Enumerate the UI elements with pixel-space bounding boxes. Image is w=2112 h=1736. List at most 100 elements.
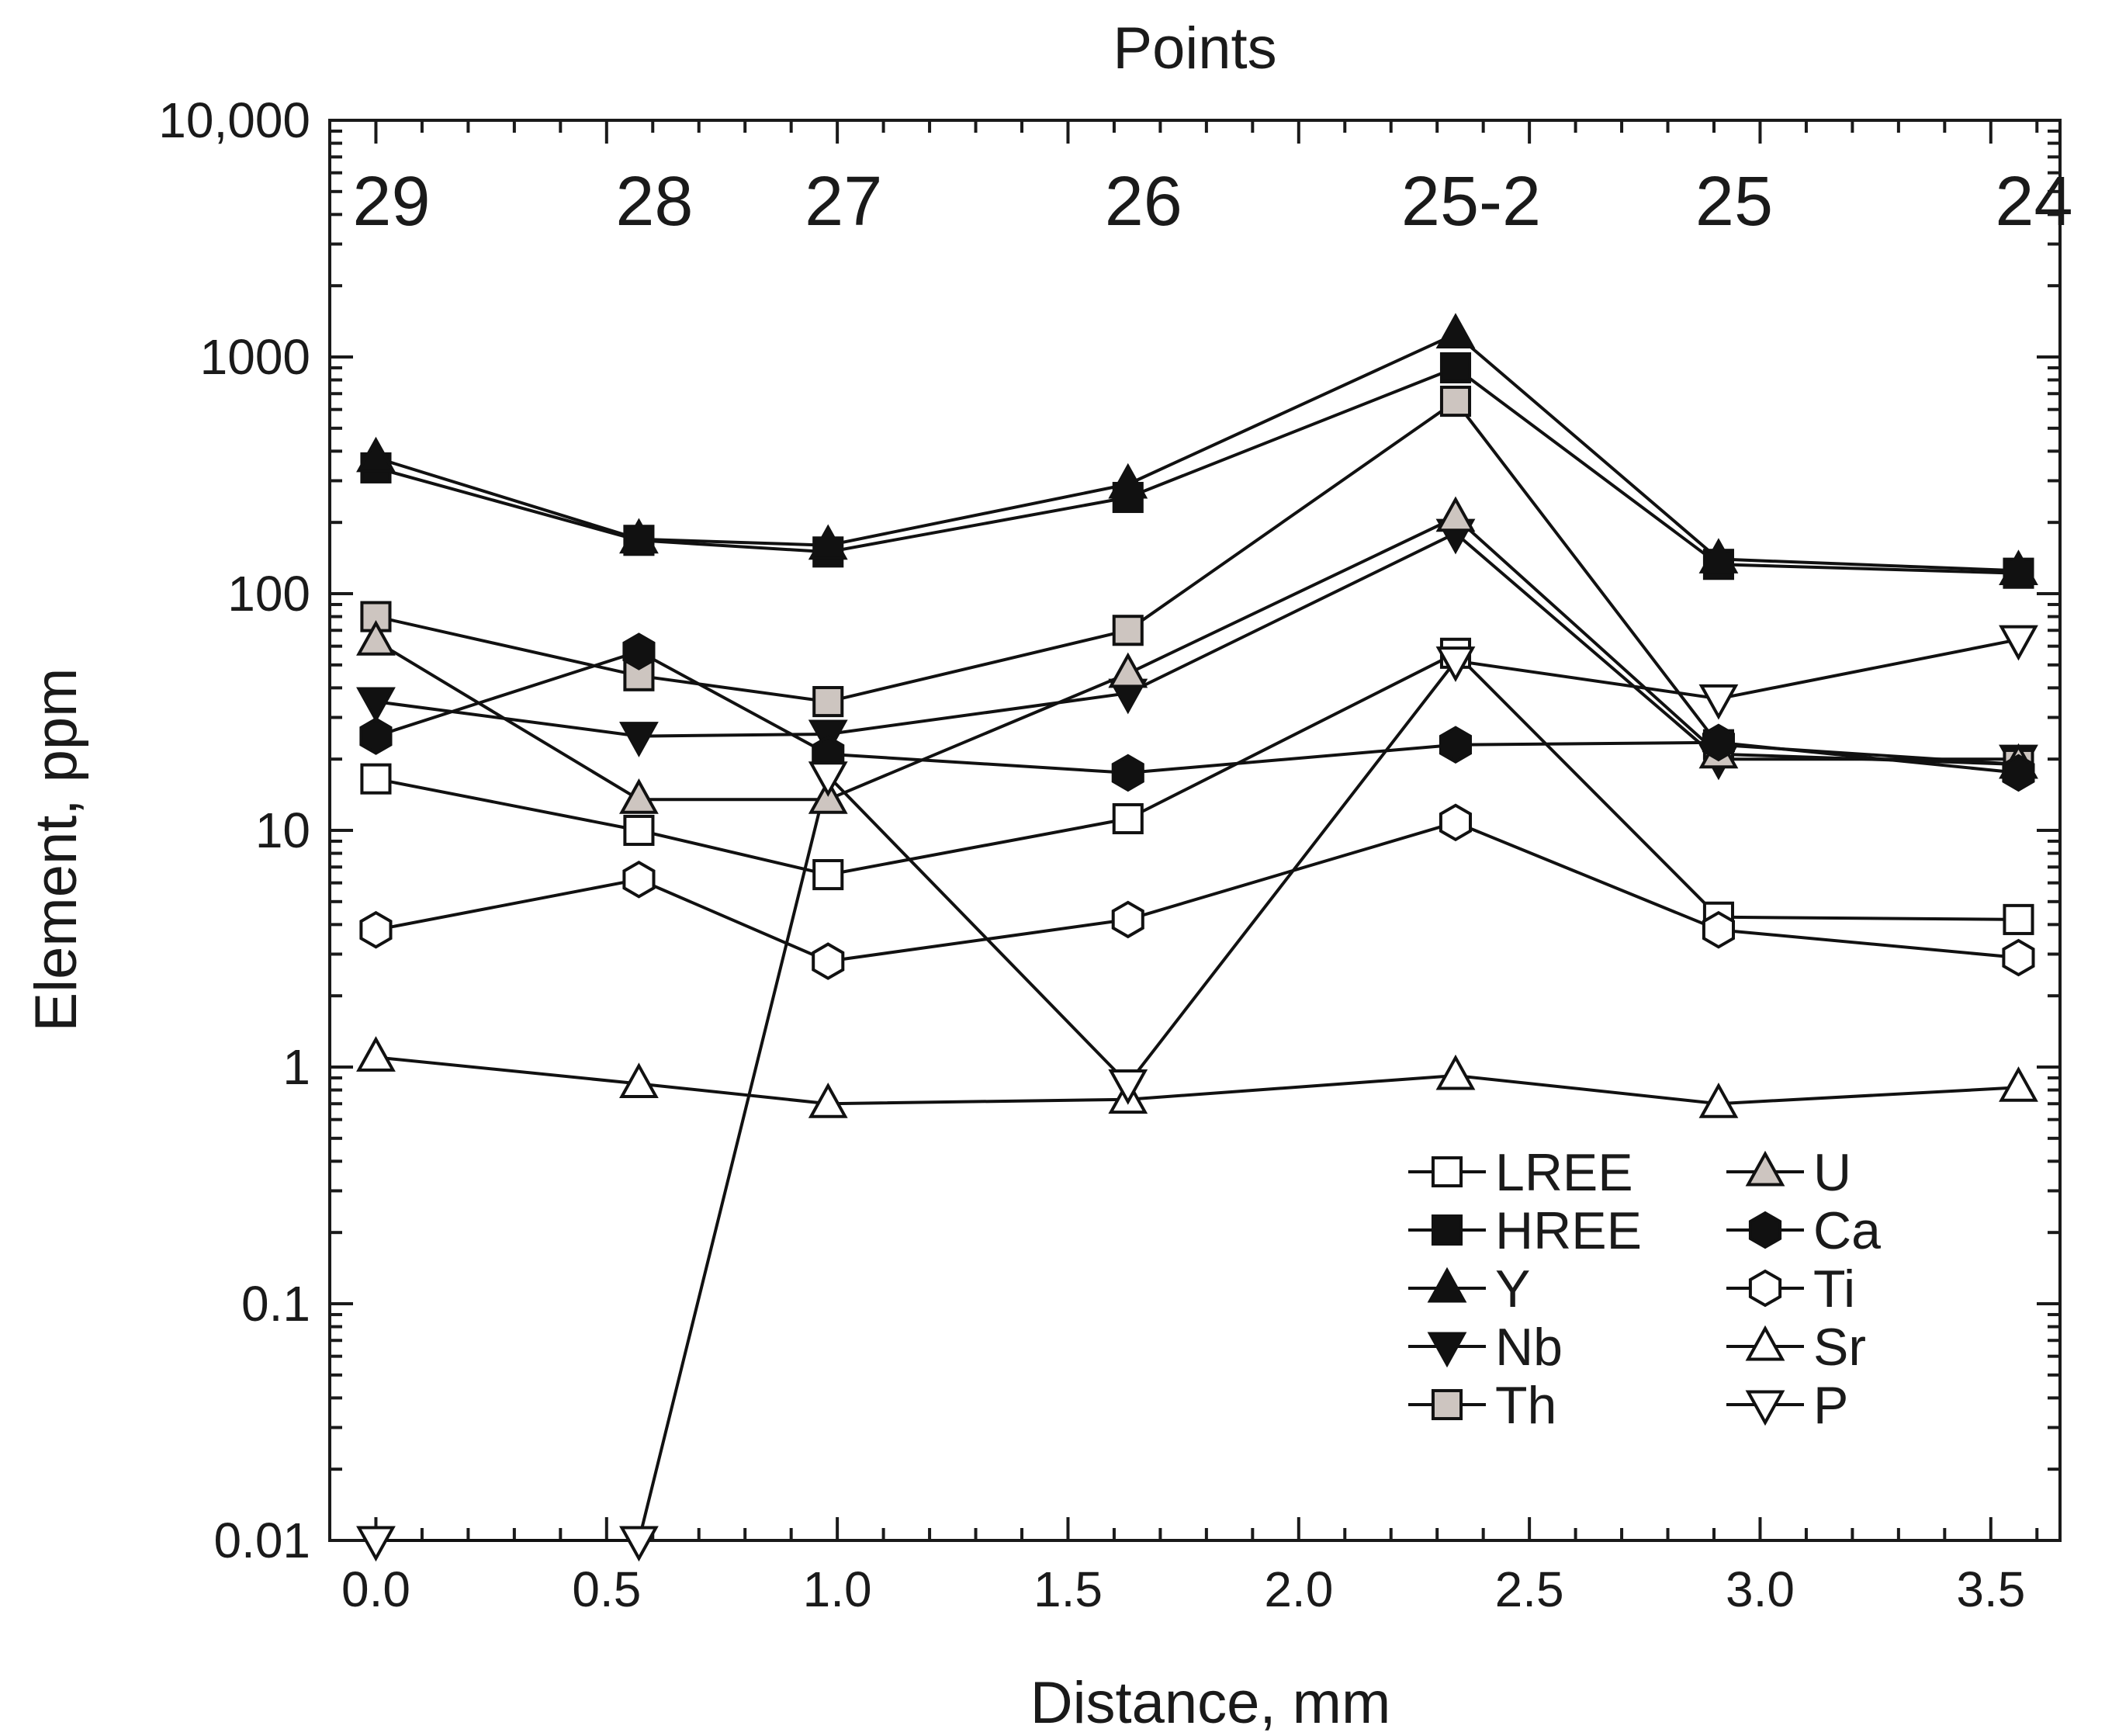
data-point-hree <box>1439 352 1472 383</box>
x-tick-label: 0.0 <box>341 1561 410 1617</box>
x-tick-label: 3.0 <box>1726 1561 1795 1617</box>
x-tick-label: 0.5 <box>572 1561 641 1617</box>
x-axis-ticks: 0.0 0.5 1.0 1.5 2.0 2.5 3.0 3.5 <box>328 120 2039 1617</box>
data-point-lree <box>1112 802 1144 835</box>
point-labels: 29 28 27 26 25-2 25 24 <box>352 163 2072 241</box>
data-point-ti <box>2002 938 2035 977</box>
data-point-sr <box>1435 1054 1476 1090</box>
legend-label-hree: HREE <box>1495 1201 1642 1260</box>
data-point-ca <box>1439 726 1472 764</box>
y-tick-label: 0.01 <box>213 1513 310 1568</box>
data-point-ti <box>1111 900 1144 939</box>
data-point-y <box>1999 549 2038 585</box>
legend-marker-ti <box>1748 1269 1782 1308</box>
data-point-p <box>808 761 848 797</box>
data-point-y <box>1108 463 1148 499</box>
data-point-ca <box>1702 723 1735 762</box>
data-point-ti <box>1702 910 1735 949</box>
data-point-p <box>1999 625 2038 661</box>
legend-label-th: Th <box>1495 1376 1556 1435</box>
data-point-ca <box>2002 754 2035 792</box>
data-point-p <box>1435 646 1476 682</box>
point-label-25: 25 <box>1695 163 1773 241</box>
point-label-26: 26 <box>1105 163 1182 241</box>
y-axis-ticks: 0.01 0.1 1 10 100 1000 10,000 <box>158 92 2060 1568</box>
data-point-p <box>1108 1069 1148 1105</box>
data-point-p <box>619 1526 659 1562</box>
legend-marker-lree <box>1431 1156 1463 1188</box>
data-point-th <box>812 686 844 718</box>
data-point-nb <box>356 687 396 723</box>
series-markers <box>356 313 2038 1562</box>
data-point-sr <box>1999 1066 2038 1102</box>
legend-marker-sr <box>1745 1325 1785 1361</box>
data-point-y <box>619 518 659 554</box>
data-point-u <box>1435 496 1476 532</box>
data-point-lree <box>623 814 655 847</box>
data-point-sr <box>808 1083 848 1118</box>
data-point-sr <box>1698 1083 1739 1118</box>
data-point-u <box>808 778 848 814</box>
point-label-25-2: 25-2 <box>1401 163 1541 241</box>
x-tick-label: 2.0 <box>1264 1561 1333 1617</box>
legend-label-u: U <box>1813 1143 1851 1202</box>
data-point-lree <box>360 763 392 795</box>
data-point-y <box>808 524 848 560</box>
data-point-p <box>1698 684 1739 720</box>
data-point-ti <box>812 942 845 980</box>
point-label-24: 24 <box>1995 163 2072 241</box>
data-point-nb <box>619 722 659 757</box>
legend-marker-nb <box>1427 1332 1467 1368</box>
legend-marker-ca <box>1748 1211 1782 1249</box>
data-point-ti <box>1439 803 1472 842</box>
data-point-sr <box>356 1036 396 1072</box>
point-label-29: 29 <box>352 163 430 241</box>
x-tick-label: 3.5 <box>1956 1561 2025 1617</box>
data-point-ti <box>359 910 393 949</box>
y-axis-label: Element, ppm <box>23 668 89 1032</box>
data-point-u <box>356 619 396 656</box>
data-point-ti <box>622 860 656 899</box>
y-tick-label: 1 <box>282 1039 310 1095</box>
y-tick-label: 100 <box>227 566 310 622</box>
data-point-y <box>1698 538 1739 573</box>
legend-marker-th <box>1431 1388 1463 1421</box>
point-label-27: 27 <box>805 163 882 241</box>
legend-label-nb: Nb <box>1495 1318 1563 1377</box>
x-tick-label: 2.5 <box>1495 1561 1564 1617</box>
x-axis-label: Distance, mm <box>1030 1670 1391 1736</box>
y-tick-label: 10 <box>255 802 310 858</box>
data-point-p <box>356 1526 396 1562</box>
legend-label-ca: Ca <box>1813 1201 1881 1260</box>
data-point-th <box>1112 615 1144 646</box>
data-point-th <box>1439 386 1472 418</box>
legend-label-sr: Sr <box>1813 1318 1866 1377</box>
data-point-ca <box>622 632 656 670</box>
data-point-sr <box>619 1062 659 1099</box>
y-tick-label: 0.1 <box>241 1276 310 1332</box>
point-label-28: 28 <box>615 163 693 241</box>
legend-marker-p <box>1745 1390 1785 1426</box>
data-point-lree <box>2003 903 2034 935</box>
legend-marker-hree <box>1431 1214 1463 1246</box>
data-point-ca <box>359 717 393 755</box>
legend-label-lree: LREE <box>1495 1143 1633 1202</box>
chart-title: Points <box>1113 16 1276 81</box>
y-tick-label: 10,000 <box>158 92 310 148</box>
y-tick-label: 1000 <box>200 329 310 385</box>
legend-label-y: Y <box>1495 1260 1530 1318</box>
x-tick-label: 1.0 <box>803 1561 872 1617</box>
legend-label-p: P <box>1813 1376 1848 1435</box>
data-point-ca <box>1111 754 1144 792</box>
data-point-u <box>619 778 659 814</box>
legend-marker-y <box>1427 1266 1467 1303</box>
legend-label-ti: Ti <box>1813 1260 1855 1318</box>
data-point-y <box>1435 313 1476 348</box>
data-point-u <box>1108 652 1148 688</box>
data-point-y <box>356 436 396 473</box>
legend-marker-u <box>1745 1150 1785 1187</box>
data-point-lree <box>812 859 844 891</box>
